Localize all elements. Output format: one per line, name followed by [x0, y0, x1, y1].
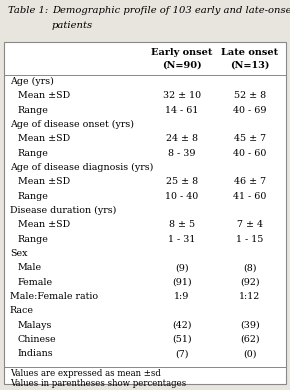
Text: Race: Race: [10, 306, 34, 315]
Text: Demographic profile of 103 early and late-onset SLE: Demographic profile of 103 early and lat…: [52, 6, 290, 15]
Text: patients: patients: [52, 21, 93, 30]
Text: (0): (0): [243, 349, 257, 358]
Text: Indians: Indians: [18, 349, 54, 358]
Text: 24 ± 8: 24 ± 8: [166, 134, 198, 143]
Text: (62): (62): [240, 335, 260, 344]
Text: Range: Range: [18, 191, 49, 200]
Text: Range: Range: [18, 149, 49, 158]
Text: (N=13): (N=13): [230, 61, 270, 70]
Text: (8): (8): [243, 263, 257, 272]
Text: Values are expressed as mean ±sd: Values are expressed as mean ±sd: [10, 369, 161, 378]
Text: Table 1:: Table 1:: [8, 6, 48, 15]
Text: Mean ±SD: Mean ±SD: [18, 220, 70, 229]
Text: 10 - 40: 10 - 40: [165, 191, 199, 200]
Text: Malays: Malays: [18, 321, 52, 330]
Text: Age of disease diagnosis (yrs): Age of disease diagnosis (yrs): [10, 163, 153, 172]
Text: (91): (91): [172, 278, 192, 287]
Text: Age (yrs): Age (yrs): [10, 77, 54, 86]
Text: Male: Male: [18, 263, 42, 272]
Text: (51): (51): [172, 335, 192, 344]
Text: (39): (39): [240, 321, 260, 330]
Text: (92): (92): [240, 278, 260, 287]
Text: (7): (7): [175, 349, 189, 358]
Text: 41 - 60: 41 - 60: [233, 191, 267, 200]
Text: 25 ± 8: 25 ± 8: [166, 177, 198, 186]
Text: Male:Female ratio: Male:Female ratio: [10, 292, 98, 301]
Text: (42): (42): [172, 321, 192, 330]
Text: Range: Range: [18, 234, 49, 244]
Text: Age of disease onset (yrs): Age of disease onset (yrs): [10, 120, 134, 129]
Text: 14 - 61: 14 - 61: [165, 106, 199, 115]
Text: 32 ± 10: 32 ± 10: [163, 91, 201, 100]
Text: Female: Female: [18, 278, 53, 287]
Text: (N=90): (N=90): [162, 61, 202, 70]
Text: 45 ± 7: 45 ± 7: [234, 134, 266, 143]
Text: Chinese: Chinese: [18, 335, 57, 344]
Text: 40 - 60: 40 - 60: [233, 149, 267, 158]
Text: Sex: Sex: [10, 249, 28, 258]
Text: 1:12: 1:12: [239, 292, 261, 301]
Text: 40 - 69: 40 - 69: [233, 106, 267, 115]
Bar: [4, 42, 286, 384]
Text: Late onset: Late onset: [222, 48, 279, 57]
Text: 52 ± 8: 52 ± 8: [234, 91, 266, 100]
Text: 7 ± 4: 7 ± 4: [237, 220, 263, 229]
Text: 1 - 15: 1 - 15: [236, 234, 264, 244]
Text: Range: Range: [18, 106, 49, 115]
Text: Mean ±SD: Mean ±SD: [18, 91, 70, 100]
Text: Early onset: Early onset: [151, 48, 213, 57]
Text: 1:9: 1:9: [174, 292, 190, 301]
Text: Values in parentheses show percentages: Values in parentheses show percentages: [10, 379, 186, 388]
Text: (9): (9): [175, 263, 189, 272]
Text: Mean ±SD: Mean ±SD: [18, 134, 70, 143]
Text: 8 - 39: 8 - 39: [168, 149, 196, 158]
Text: Mean ±SD: Mean ±SD: [18, 177, 70, 186]
Text: 1 - 31: 1 - 31: [168, 234, 196, 244]
Text: 8 ± 5: 8 ± 5: [169, 220, 195, 229]
Text: Disease duration (yrs): Disease duration (yrs): [10, 206, 116, 215]
Text: 46 ± 7: 46 ± 7: [234, 177, 266, 186]
